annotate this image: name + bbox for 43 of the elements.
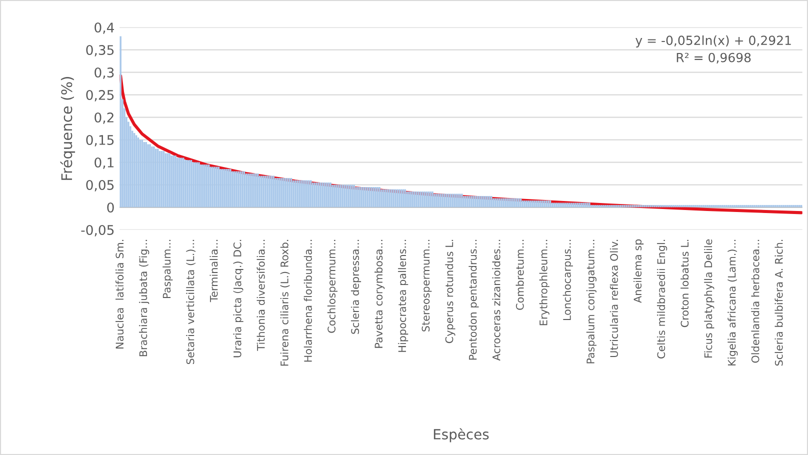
x-tick-label: Ficus platyphylla Delile — [704, 239, 714, 358]
x-axis-title: Espèces — [434, 428, 489, 442]
x-tick-label: Erythrophleum... — [539, 240, 550, 326]
x-tick-label: Hippocratea pallens... — [398, 240, 408, 352]
x-tick-label: Oldenlandia herbacea... — [751, 240, 760, 363]
y-tick-label: 0,4 — [94, 22, 114, 34]
y-axis-title: Fréquence (%) — [60, 77, 76, 180]
x-tick-label: Kigelia africana (Lam.)... — [728, 240, 738, 366]
x-tick-label: Utricularia reflexa Oliv. — [610, 240, 618, 358]
x-tick-label: Cyperus rotundus L. — [445, 240, 456, 344]
x-tick-label: Uraria picta (Jacq.) DC. — [233, 240, 244, 358]
x-tick-label: Stereospermum... — [422, 240, 432, 332]
y-tick-label: -0,05 — [81, 224, 114, 236]
y-tick-label: 0 — [107, 202, 114, 212]
x-tick-label: Pavetta corymbosa... — [374, 240, 385, 348]
x-tick-label: Aneilema sp — [633, 239, 644, 303]
x-tick-label: Setaria verticillata (L.)... — [186, 240, 196, 364]
x-tick-label: Nauclea latifolia Sm. — [116, 240, 124, 348]
x-tick-label: Tithonia diversifolia... — [256, 240, 265, 351]
y-tick-label: 0,35 — [86, 45, 114, 56]
y-tick-label: 0,15 — [86, 135, 114, 146]
x-tick-label: Cochlospermum... — [327, 240, 338, 333]
annotation: R² = 0,9698 — [676, 52, 751, 64]
x-tick-label: Combretum... — [516, 240, 524, 310]
x-tick-label: Paspalum conjugatum... — [586, 240, 596, 364]
y-tick-label: 0,2 — [94, 112, 114, 124]
x-tick-label: Acroceras zizanioides... — [492, 240, 500, 361]
x-tick-label: Croton lobatus L. — [680, 240, 689, 328]
y-tick-label: 0,25 — [86, 90, 114, 102]
x-tick-label: Paspalum... — [162, 240, 173, 298]
x-tick-label: Brachiara jubata (Fig... — [139, 240, 150, 356]
x-tick-label: Scleria depressa... — [350, 240, 362, 334]
x-tick-label: Fuirena ciliaris (L.) Roxb. — [280, 240, 290, 366]
x-tick-label: Pentodon pentandrus... — [468, 240, 479, 360]
x-tick-label: Celtis mildbraedii Engl. — [657, 240, 668, 358]
y-tick-label: 0,3 — [94, 68, 114, 79]
y-tick-label: 0,1 — [94, 158, 114, 169]
x-tick-label: Scleria bulbifera A. Rich. — [774, 240, 783, 366]
x-tick-label: Terminalia... — [210, 240, 218, 302]
x-tick-label: Lonchocarpus... — [562, 240, 573, 320]
x-tick-label: Holarrhena floribunda... — [304, 240, 312, 362]
annotation: y = -0,052ln(x) + 0,2921 — [636, 35, 791, 48]
y-tick-label: 0,05 — [86, 180, 114, 192]
